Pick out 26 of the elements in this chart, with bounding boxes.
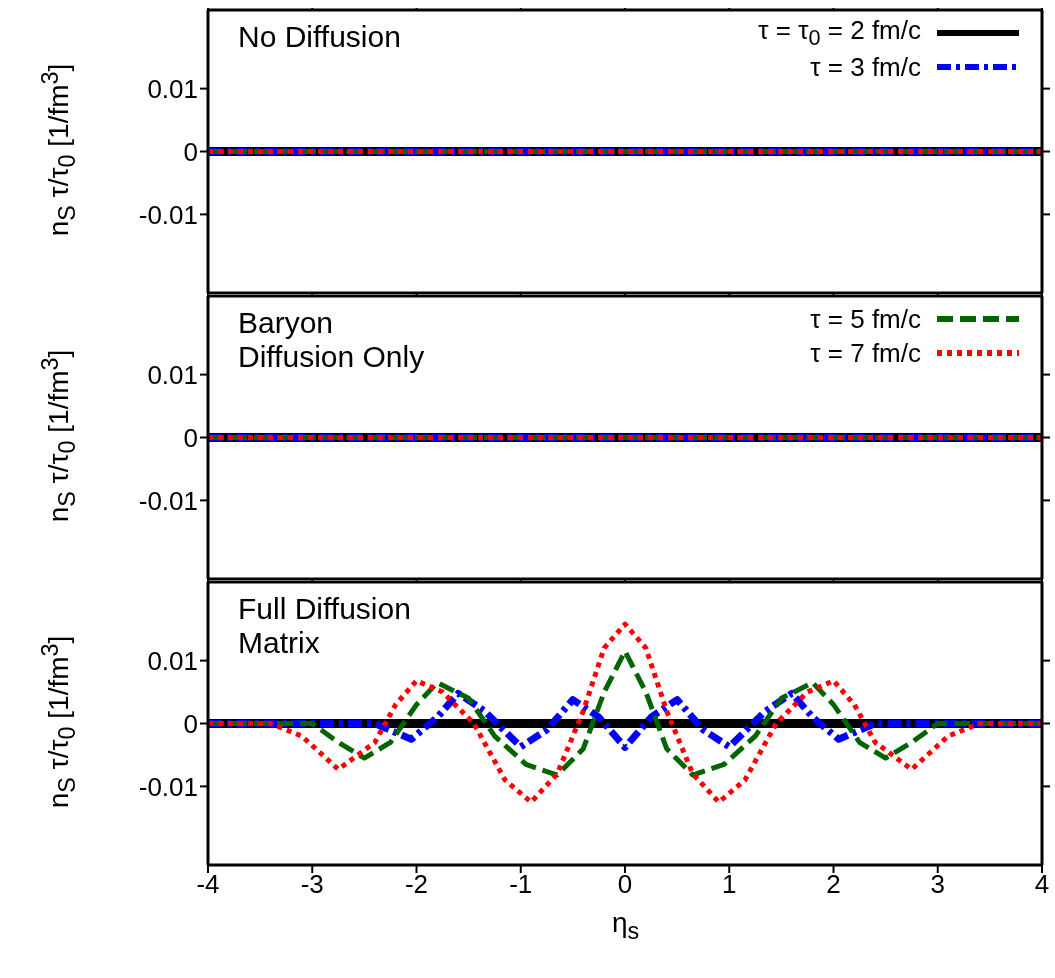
- y-tick-label: -0.01: [138, 199, 198, 230]
- x-tick-label: -4: [196, 869, 220, 900]
- x-tick-label: 4: [1034, 869, 1050, 900]
- y-tick-label: 0.01: [147, 73, 198, 104]
- x-tick-label: 3: [930, 869, 945, 900]
- legend-label: τ = 3 fm/c: [810, 51, 921, 83]
- x-tick-label: -1: [509, 869, 533, 900]
- legend-label: τ = 5 fm/c: [810, 303, 921, 335]
- y-tick-label: 0: [183, 422, 198, 453]
- annotation: Full Diffusion Matrix: [238, 592, 411, 660]
- annotation: Baryon Diffusion Only: [238, 306, 425, 374]
- y-tick-label: 0.01: [147, 645, 198, 676]
- x-tick-label: -2: [404, 869, 429, 900]
- y-tick-label: 0: [183, 136, 198, 167]
- legend-label: τ = 7 fm/c: [810, 337, 921, 369]
- x-tick-label: 2: [826, 869, 841, 900]
- x-tick-label: 0: [617, 869, 633, 900]
- x-axis-title: η$_{s}$: [610, 907, 641, 945]
- x-tick-label: 1: [722, 869, 737, 900]
- annotation: No Diffusion: [238, 20, 401, 54]
- x-tick-label: -3: [300, 869, 324, 900]
- y-tick-label: -0.01: [138, 485, 198, 516]
- y-tick-label: -0.01: [138, 771, 198, 802]
- y-tick-label: 0.01: [147, 359, 198, 390]
- legend-label: τ = τ$_{0}$ = 2 fm/c: [758, 14, 921, 52]
- y-tick-label: 0: [183, 708, 198, 739]
